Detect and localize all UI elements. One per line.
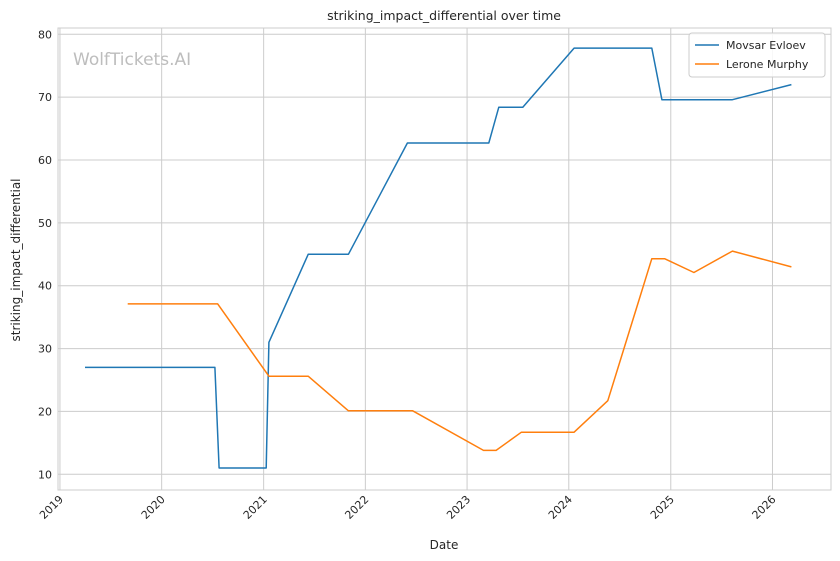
y-axis-label: striking_impact_differential <box>9 178 23 341</box>
watermark-text: WolfTickets.AI <box>73 50 191 70</box>
legend-box <box>688 32 826 78</box>
chart-title: striking_impact_differential over time <box>327 8 561 23</box>
x-gridlines <box>59 28 773 490</box>
legend-label: Movsar Evloev <box>726 39 806 52</box>
x-axis-label: Date <box>430 538 459 552</box>
series-line-2 <box>127 250 792 452</box>
y-tick-label: 30 <box>38 343 52 356</box>
series-line-1 <box>85 47 792 469</box>
legend: Movsar Evloev Lerone Murphy <box>688 32 826 78</box>
y-tick-label: 20 <box>38 405 52 418</box>
y-tick-label: 60 <box>38 154 52 167</box>
y-tick-label: 40 <box>38 280 52 293</box>
series-layer <box>85 47 792 469</box>
legend-label: Lerone Murphy <box>726 58 809 71</box>
y-tick-label: 10 <box>38 468 52 481</box>
plot-area <box>58 28 831 490</box>
y-tick-labels: 10 20 30 40 50 60 70 80 <box>38 28 52 481</box>
y-tick-label: 50 <box>38 217 52 230</box>
y-tick-label: 70 <box>38 91 52 104</box>
plot-frame <box>57 27 832 491</box>
y-tick-label: 80 <box>38 28 52 41</box>
